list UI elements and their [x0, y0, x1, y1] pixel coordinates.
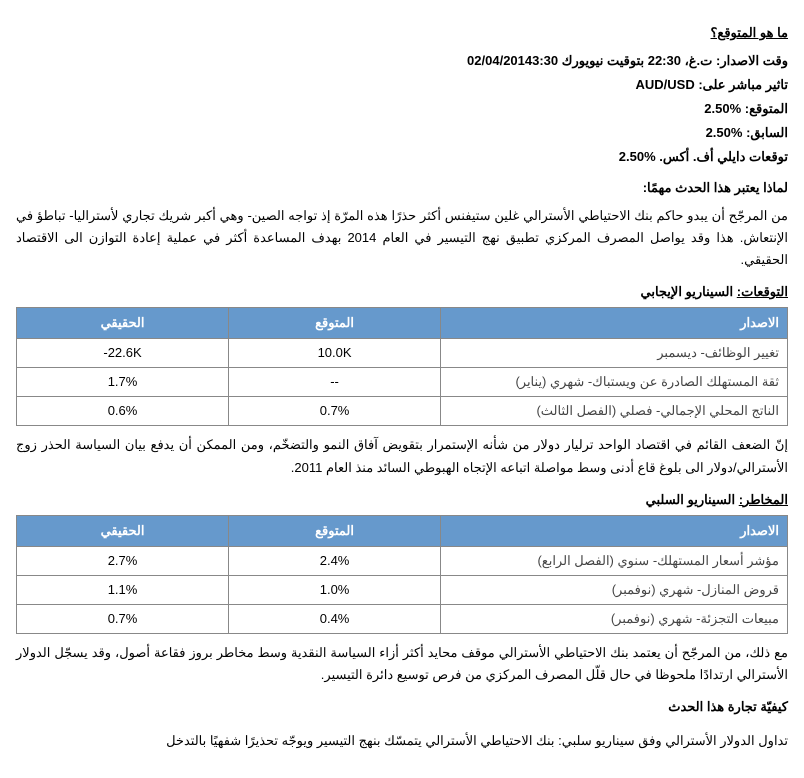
cell-label: الناتج المحلي الإجمالي- فصلي (الفصل الثا… — [441, 397, 788, 426]
risks-label: المخاطر: — [739, 492, 788, 507]
table-row: قروض المنازل- شهري (نوفمبر) 1.0% 1.1% — [17, 575, 788, 604]
risks-heading: المخاطر: السيناريو السلبي — [16, 489, 788, 511]
negative-paragraph: مع ذلك، من المرجّح أن يعتمد بنك الاحتياط… — [16, 642, 788, 686]
negative-scenario-table: الاصدار المتوقع الحقيقي مؤشر أسعار المست… — [16, 515, 788, 634]
table-header-row: الاصدار المتوقع الحقيقي — [17, 515, 788, 546]
howto-paragraph: تداول الدولار الأسترالي وفق سيناريو سلبي… — [16, 730, 788, 752]
expected-line: المتوقع: 2.50% — [16, 98, 788, 120]
cell-actual: -22.6K — [17, 339, 229, 368]
col-release: الاصدار — [441, 308, 788, 339]
cell-expected: 0.4% — [229, 604, 441, 633]
table-row: الناتج المحلي الإجمالي- فصلي (الفصل الثا… — [17, 397, 788, 426]
table-row: مبيعات التجزئة- شهري (نوفمبر) 0.4% 0.7% — [17, 604, 788, 633]
col-expected: المتوقع — [229, 515, 441, 546]
positive-scenario-table: الاصدار المتوقع الحقيقي تغيير الوظائف- د… — [16, 307, 788, 426]
positive-paragraph: إنّ الضعف القائم في اقتصاد الواحد ترليار… — [16, 434, 788, 478]
cell-actual: 2.7% — [17, 546, 229, 575]
main-question-title: ما هو المتوقع؟ — [16, 22, 788, 44]
release-label: وقت الاصدار: — [716, 53, 788, 68]
previous-label: السابق: — [746, 125, 788, 140]
howto-title: كيفيّة تجارة هذا الحدث — [16, 696, 788, 718]
cell-expected: 2.4% — [229, 546, 441, 575]
col-release: الاصدار — [441, 515, 788, 546]
cell-actual: 1.7% — [17, 368, 229, 397]
cell-expected: -- — [229, 368, 441, 397]
release-time-line: وقت الاصدار: 02/04/20143:30 ت.غ، 22:30 ب… — [16, 50, 788, 72]
direct-impact-label: تاثير مباشر على: — [698, 77, 788, 92]
cell-actual: 0.6% — [17, 397, 229, 426]
expected-label: المتوقع: — [745, 101, 788, 116]
risks-scenario: السيناريو السلبي — [646, 492, 735, 507]
cell-actual: 0.7% — [17, 604, 229, 633]
col-actual: الحقيقي — [17, 515, 229, 546]
dailyfx-line: توقعات دايلي أف. أكس. 2.50% — [16, 146, 788, 168]
previous-value: 2.50% — [706, 122, 743, 144]
forecast-label: التوقعات: — [737, 284, 788, 299]
why-important-paragraph: من المرجّح أن يبدو حاكم بنك الاحتياطي ال… — [16, 205, 788, 271]
cell-expected: 1.0% — [229, 575, 441, 604]
cell-expected: 10.0K — [229, 339, 441, 368]
forecast-scenario: السيناريو الإيجابي — [640, 284, 733, 299]
cell-label: ثقة المستهلك الصادرة عن ويستباك- شهري (ي… — [441, 368, 788, 397]
table-row: ثقة المستهلك الصادرة عن ويستباك- شهري (ي… — [17, 368, 788, 397]
cell-actual: 1.1% — [17, 575, 229, 604]
direct-impact-line: تاثير مباشر على: AUD/USD — [16, 74, 788, 96]
cell-label: مؤشر أسعار المستهلك- سنوي (الفصل الرابع) — [441, 546, 788, 575]
col-expected: المتوقع — [229, 308, 441, 339]
previous-line: السابق: 2.50% — [16, 122, 788, 144]
why-important-title: لماذا يعتبر هذا الحدث مهمًا: — [16, 177, 788, 199]
table-row: مؤشر أسعار المستهلك- سنوي (الفصل الرابع)… — [17, 546, 788, 575]
dailyfx-label: توقعات دايلي أف. أكس. — [659, 149, 788, 164]
cell-label: قروض المنازل- شهري (نوفمبر) — [441, 575, 788, 604]
table-header-row: الاصدار المتوقع الحقيقي — [17, 308, 788, 339]
release-value: 02/04/20143:30 ت.غ، 22:30 بتوقيت نيويورك — [467, 50, 712, 72]
expected-value: 2.50% — [704, 98, 741, 120]
forecast-heading: التوقعات: السيناريو الإيجابي — [16, 281, 788, 303]
col-actual: الحقيقي — [17, 308, 229, 339]
table-row: تغيير الوظائف- ديسمبر 10.0K -22.6K — [17, 339, 788, 368]
dailyfx-value: 2.50% — [619, 146, 656, 168]
cell-label: مبيعات التجزئة- شهري (نوفمبر) — [441, 604, 788, 633]
direct-impact-value: AUD/USD — [635, 74, 694, 96]
cell-expected: 0.7% — [229, 397, 441, 426]
cell-label: تغيير الوظائف- ديسمبر — [441, 339, 788, 368]
